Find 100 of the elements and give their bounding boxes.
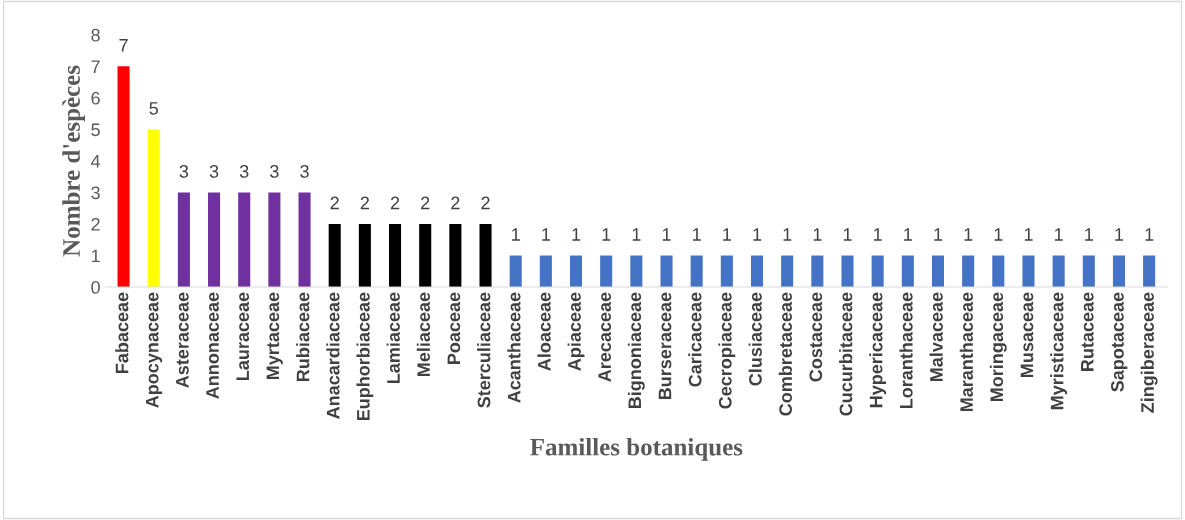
x-tick-label: Apiaceae <box>567 292 585 371</box>
data-label: 1 <box>1085 228 1093 241</box>
data-label: 5 <box>149 102 158 115</box>
x-tick-label: Myristicaceae <box>1050 292 1068 410</box>
bar <box>389 223 402 288</box>
bar <box>901 255 914 288</box>
y-tick-label: 2 <box>91 217 100 231</box>
y-tick-label: 7 <box>91 60 100 73</box>
x-tick-label: Zingiberaceae <box>1140 292 1158 413</box>
x-tick-label: Annonaceae <box>206 292 219 399</box>
x-tick-label: Moringaceae <box>989 292 1007 402</box>
data-label: 1 <box>874 228 882 241</box>
bar <box>569 255 583 288</box>
x-tick-label: Malvaceae <box>929 292 943 382</box>
x-tick-label: Meliaceae <box>416 292 431 377</box>
x-tick-label: Euphorbiaceae <box>356 292 374 421</box>
data-label: 2 <box>481 196 490 210</box>
data-label: 1 <box>662 228 671 241</box>
bar <box>479 223 492 288</box>
bar <box>268 192 281 288</box>
data-label: 1 <box>693 228 701 241</box>
data-label: 2 <box>451 196 460 210</box>
data-label: 1 <box>1024 228 1033 241</box>
bar <box>1112 255 1125 288</box>
x-tick-label: Sapotaceae <box>1111 292 1128 392</box>
data-label: 1 <box>843 228 852 241</box>
data-label: 1 <box>542 228 550 241</box>
bar <box>177 192 190 288</box>
data-label: 3 <box>300 165 309 178</box>
bar <box>509 255 522 288</box>
data-label: 1 <box>934 228 943 241</box>
y-tick-label: 1 <box>91 249 100 263</box>
x-tick-label: Burseraceae <box>658 292 672 400</box>
data-label: 3 <box>239 165 249 178</box>
data-label: 1 <box>904 228 912 241</box>
data-label: 3 <box>209 165 219 178</box>
x-tick-label: Lauraceae <box>236 292 250 381</box>
x-tick-label: Caricaceae <box>688 292 702 387</box>
x-tick-label: Cucurbitaceae <box>839 292 853 416</box>
bar <box>238 192 251 288</box>
data-label: 1 <box>783 228 792 241</box>
bar <box>690 255 703 288</box>
data-label: 1 <box>994 228 1003 241</box>
bar <box>1052 255 1065 288</box>
x-tick-label: Apocynaceae <box>145 292 163 408</box>
bar <box>208 192 221 288</box>
data-label: 1 <box>512 228 520 241</box>
x-tick-label: Fabaceae <box>115 292 129 373</box>
y-axis-title: Nombre d'espèces <box>62 65 86 257</box>
y-tick-label: 6 <box>91 91 100 105</box>
x-tick-label: Rutaceae <box>1081 292 1094 371</box>
x-tick-label: Acanthaceae <box>507 292 521 403</box>
x-tick-label: Loranthaceae <box>899 292 913 409</box>
bar <box>298 192 311 288</box>
bar <box>720 255 733 288</box>
x-tick-label: Lamiaceae <box>386 292 400 384</box>
x-tick-label: Myrtaceae <box>266 292 283 380</box>
bar <box>419 223 432 288</box>
x-tick-label: Cecropiaceae <box>718 292 736 409</box>
bar <box>660 255 673 288</box>
data-label: 1 <box>813 228 822 241</box>
x-tick-label: Poaceae <box>447 292 461 364</box>
bar <box>781 255 794 288</box>
y-tick-label: 5 <box>91 123 100 137</box>
x-tick-label: Anacardiaceae <box>326 292 340 419</box>
bar <box>630 255 643 288</box>
bar <box>811 255 824 288</box>
data-label: 7 <box>119 39 128 52</box>
x-axis-title: Familles botaniques <box>530 438 743 461</box>
x-tick-label: Bignoniaceae <box>627 292 645 409</box>
bar <box>358 223 371 288</box>
y-tick-label: 0 <box>91 280 100 294</box>
y-tick-label: 8 <box>91 28 100 42</box>
data-label: 1 <box>1054 228 1063 241</box>
bar <box>117 66 130 288</box>
bar <box>449 223 462 288</box>
data-label: 1 <box>1115 228 1124 241</box>
x-tick-label: Combretaceae <box>778 292 793 416</box>
x-tick-label: Asteraceae <box>176 292 189 388</box>
x-tick-label: Clusiaceae <box>748 292 762 386</box>
x-tick-label: Rubiaceae <box>296 292 310 382</box>
bar <box>962 255 975 288</box>
data-label: 1 <box>632 228 641 241</box>
bar <box>841 255 854 288</box>
x-tick-label: Sterculiaceae <box>477 292 491 408</box>
x-tick-label: Aloaceae <box>537 292 551 371</box>
data-label: 2 <box>421 196 430 210</box>
data-label: 1 <box>753 228 762 241</box>
bar <box>328 223 341 288</box>
bar <box>600 255 613 288</box>
bar <box>147 129 160 288</box>
bar <box>1022 255 1035 288</box>
bar <box>931 255 945 288</box>
data-label: 2 <box>360 196 369 210</box>
data-label: 1 <box>1145 228 1154 241</box>
data-label: 2 <box>330 196 339 210</box>
data-label: 1 <box>572 228 581 241</box>
bar <box>750 255 764 288</box>
bar <box>1143 255 1156 288</box>
data-label: 2 <box>390 196 400 210</box>
